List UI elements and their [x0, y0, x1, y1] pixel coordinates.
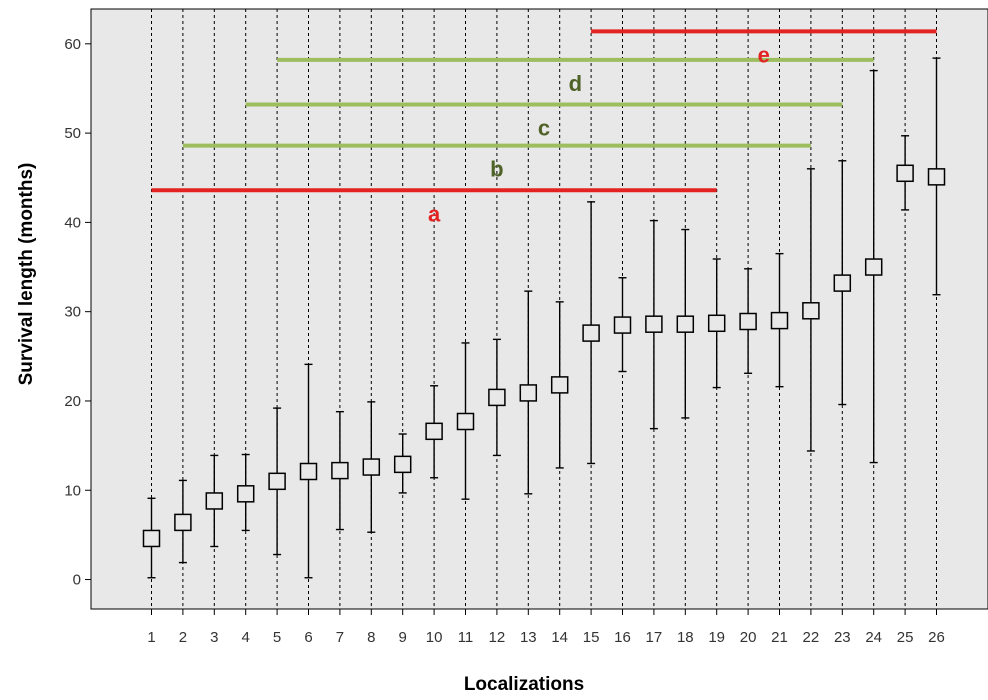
mean-marker-13 — [519, 384, 538, 402]
y-tick-label-30: 30 — [64, 304, 81, 321]
x-tick-label-9: 9 — [399, 629, 407, 646]
mean-marker-15 — [582, 324, 600, 342]
x-tick-label-3: 3 — [210, 629, 218, 646]
mean-marker-20 — [739, 312, 757, 331]
mean-marker-6 — [299, 462, 318, 481]
mean-marker-10 — [425, 422, 443, 441]
mean-marker-17 — [645, 315, 663, 333]
data-markers — [142, 164, 946, 548]
y-tick-label-50: 50 — [64, 125, 81, 142]
x-tick-label-16: 16 — [614, 629, 631, 646]
mean-marker-3 — [205, 492, 224, 510]
x-tick-label-18: 18 — [677, 629, 694, 646]
x-tick-label-17: 17 — [646, 629, 663, 646]
x-tick-label-5: 5 — [273, 629, 281, 646]
axes: 1 2 3 4 5 6 7 8 9 10 11 12 13 14 15 16 17 18 19 20 21 22 23 24 2… — [64, 36, 945, 646]
y-tick-label-10: 10 — [64, 482, 81, 499]
mean-marker-25 — [896, 164, 914, 183]
x-tick-label-21: 21 — [771, 629, 788, 646]
mean-marker-21 — [770, 311, 789, 330]
mean-marker-11 — [456, 412, 475, 431]
mean-marker-23 — [833, 274, 852, 292]
x-tick-label-20: 20 — [740, 629, 757, 646]
mean-marker-12 — [488, 388, 506, 407]
x-tick-label-4: 4 — [242, 629, 250, 646]
y-tick-label-20: 20 — [64, 393, 81, 410]
x-tick-label-14: 14 — [551, 629, 568, 646]
x-tick-label-23: 23 — [834, 629, 851, 646]
y-axis-title: Survival length (months) — [16, 163, 37, 386]
mean-marker-9 — [393, 455, 412, 474]
x-axis-title: Localizations — [464, 674, 584, 695]
mean-marker-7 — [331, 461, 349, 480]
x-tick-label-11: 11 — [458, 629, 474, 646]
mean-marker-26 — [927, 168, 946, 186]
x-tick-label-13: 13 — [520, 629, 537, 646]
x-tick-label-1: 1 — [147, 629, 155, 646]
y-tick-label-40: 40 — [64, 214, 81, 231]
x-tick-label-22: 22 — [803, 629, 820, 646]
x-tick-label-8: 8 — [367, 629, 375, 646]
x-tick-label-26: 26 — [928, 629, 945, 646]
mean-marker-5 — [268, 472, 286, 491]
mean-marker-14 — [550, 376, 569, 394]
mean-marker-18 — [676, 315, 695, 333]
group-label-e: e — [758, 42, 770, 67]
group-bars: a b cd e — [151, 29, 937, 226]
mean-marker-16 — [613, 316, 632, 334]
mean-marker-22 — [802, 302, 820, 320]
mean-marker-4 — [236, 485, 255, 503]
x-tick-label-2: 2 — [179, 629, 187, 646]
x-tick-label-24: 24 — [865, 629, 882, 646]
y-tick-label-60: 60 — [64, 36, 81, 53]
group-label-a: a — [428, 201, 441, 226]
mean-marker-8 — [362, 458, 381, 476]
mean-marker-24 — [864, 258, 883, 276]
x-tick-label-6: 6 — [304, 629, 312, 646]
x-tick-label-12: 12 — [489, 629, 506, 646]
group-label-d: d — [569, 71, 582, 96]
plot-background — [90, 8, 988, 610]
x-tick-label-15: 15 — [583, 629, 600, 646]
group-label-c: c — [538, 116, 550, 141]
mean-marker-1 — [142, 529, 161, 548]
group-label-b: b — [490, 157, 503, 182]
x-tick-label-10: 10 — [426, 629, 443, 646]
mean-marker-2 — [174, 513, 192, 532]
y-tick-label-0: 0 — [73, 572, 81, 589]
x-tick-label-19: 19 — [708, 629, 725, 646]
mean-marker-19 — [707, 314, 726, 333]
x-tick-label-7: 7 — [336, 629, 344, 646]
x-tick-label-25: 25 — [897, 629, 914, 646]
